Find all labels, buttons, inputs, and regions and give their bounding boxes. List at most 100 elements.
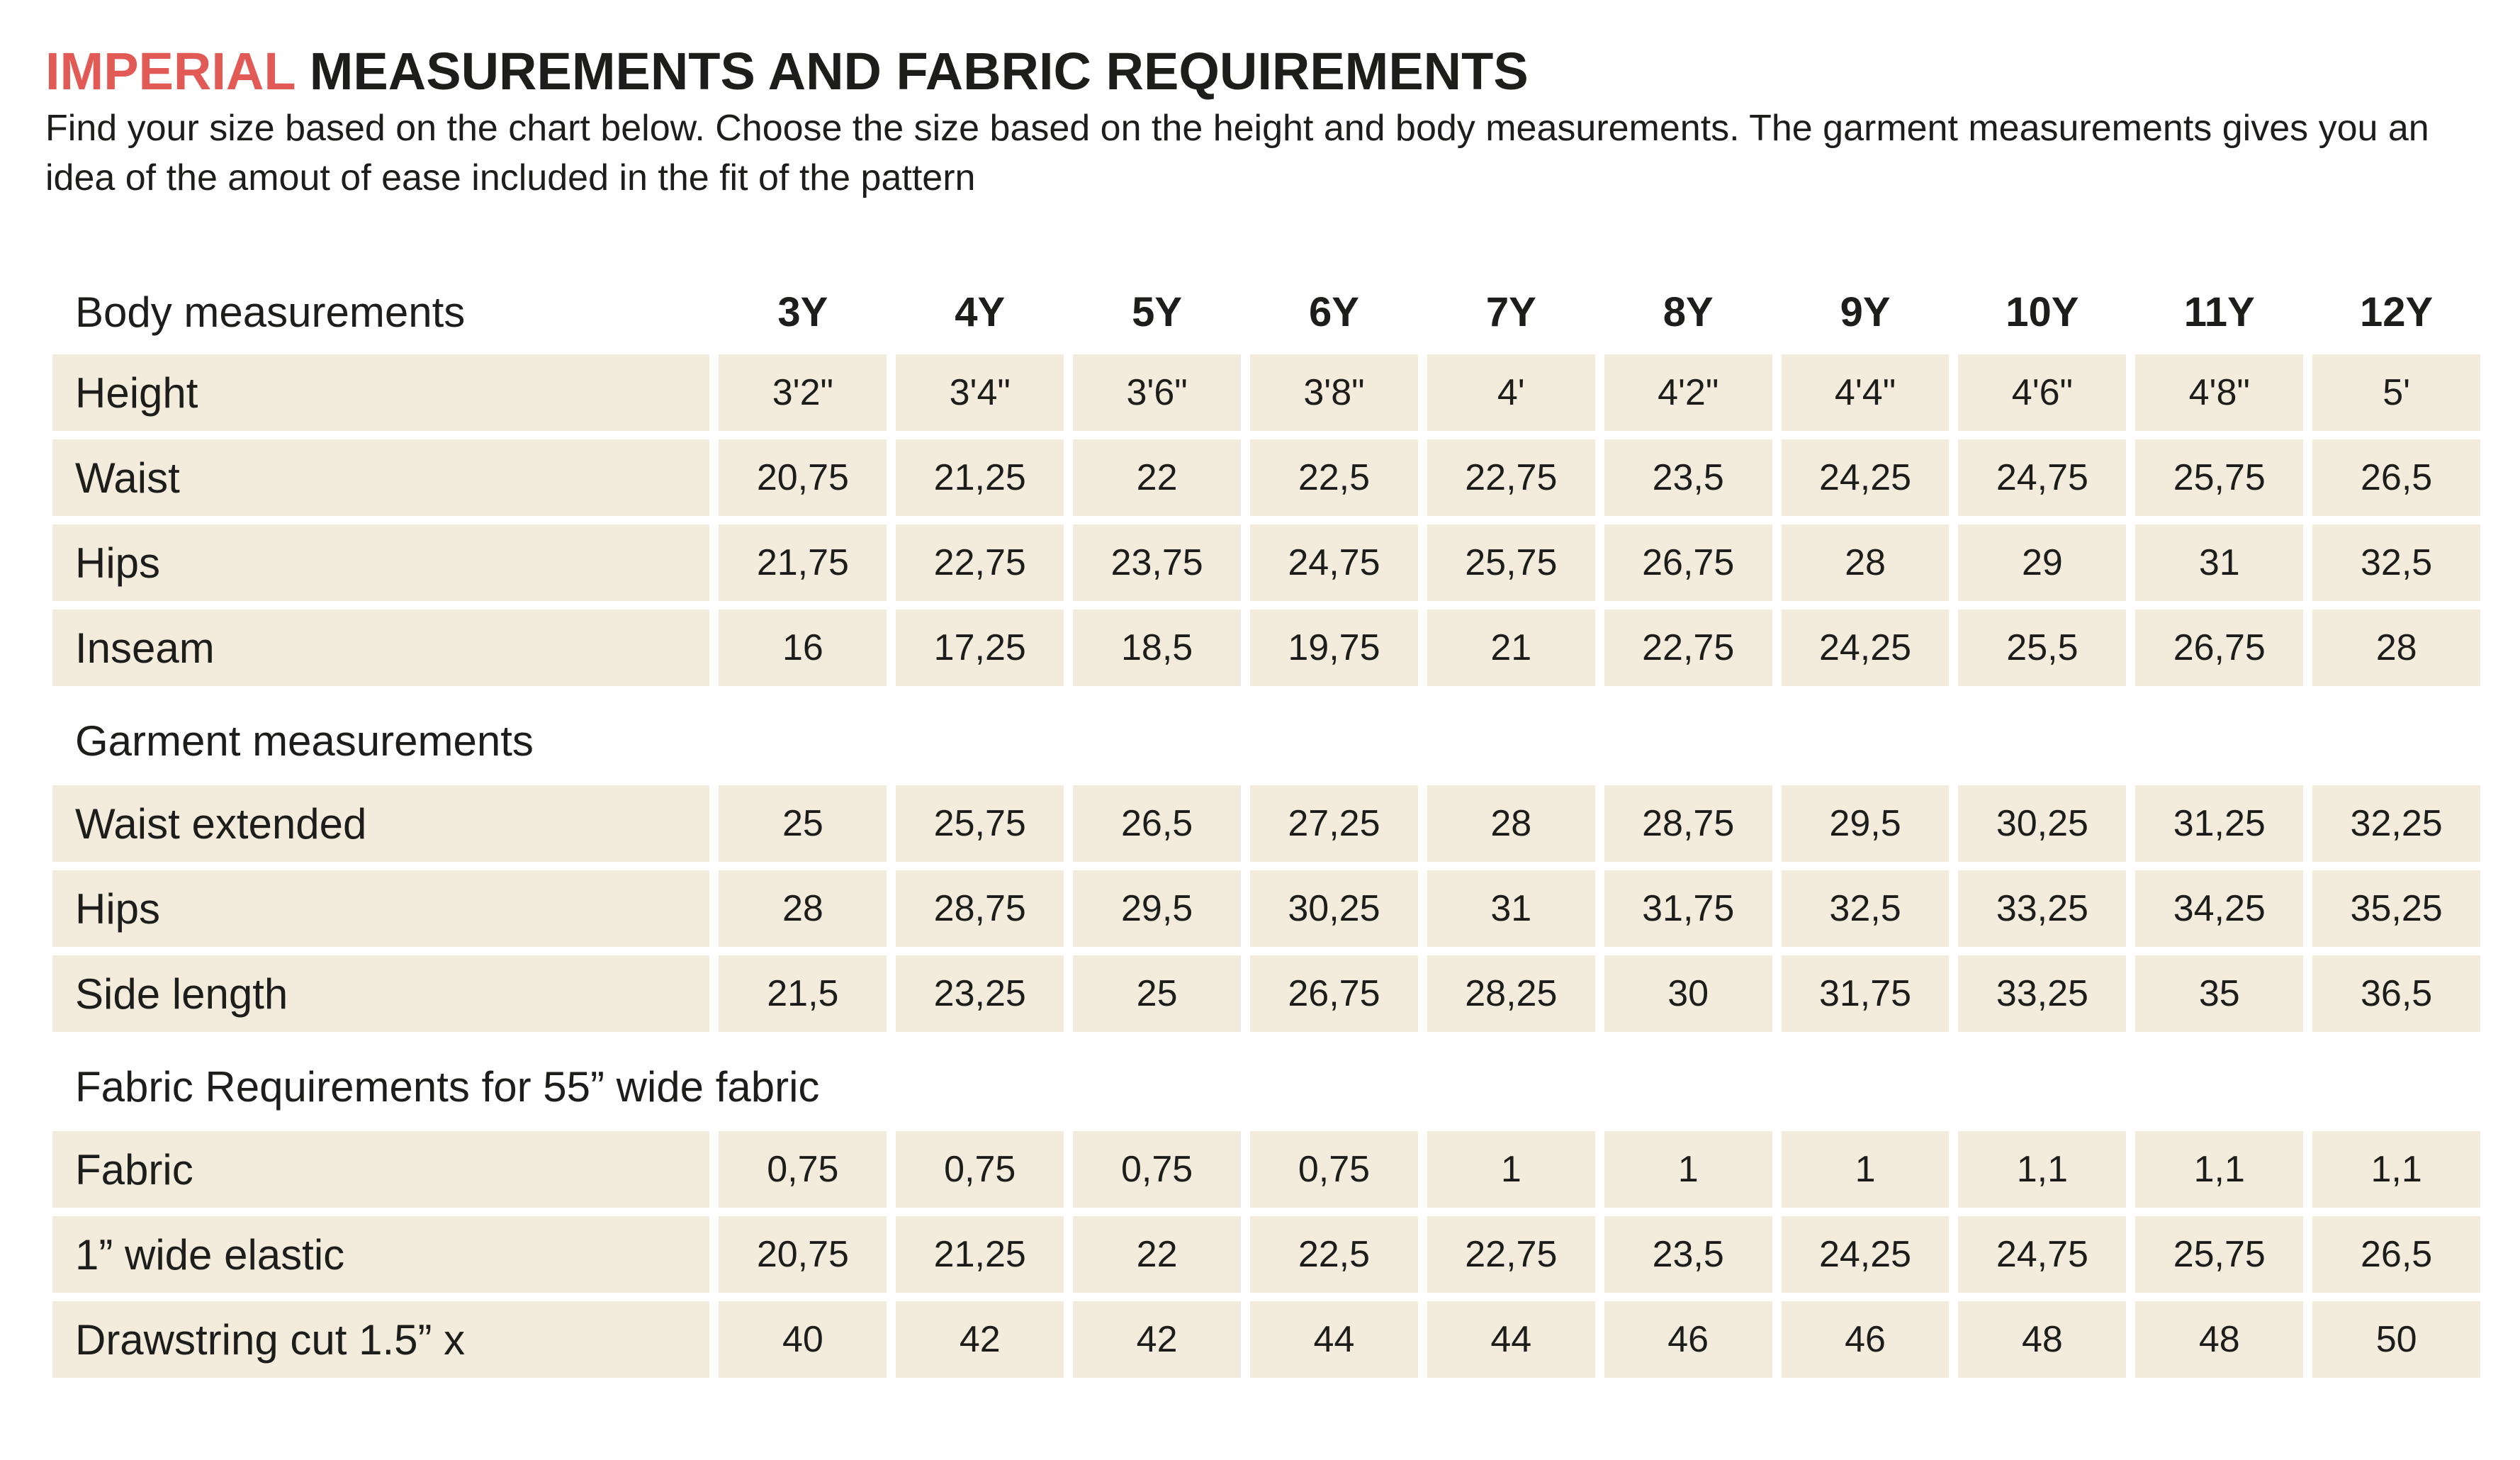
table-cell: 29,5 [1073,870,1242,947]
table-cell: 24,25 [1781,610,1950,686]
table-cell: 35,25 [2312,870,2481,947]
table-cell: 36,5 [2312,955,2481,1032]
table-cell: 1,1 [2312,1131,2481,1208]
size-header: 6Y [1308,288,1359,335]
table-cell: 28,75 [896,870,1064,947]
table-cell: 26,75 [2135,610,2304,686]
table-cell: 1 [1604,1131,1772,1208]
size-chart: Body measurements 3Y 4Y 5Y 6Y 7Y 8Y 9Y 1… [52,269,2481,1386]
table-row-side-length: Side length 21,5 23,25 25 26,75 28,25 30… [52,955,2481,1032]
table-cell: 1,1 [2135,1131,2304,1208]
table-cell: 32,5 [2312,524,2481,601]
table-cell: 46 [1604,1301,1772,1378]
table-cell: 23,75 [1073,524,1242,601]
table-cell: 25,5 [1958,610,2127,686]
table-row-garment-hips: Hips 28 28,75 29,5 30,25 31 31,75 32,5 3… [52,870,2481,947]
table-cell: 31 [2135,524,2304,601]
table-cell: 29,5 [1781,785,1950,862]
table-cell: 46 [1781,1301,1950,1378]
row-label: Side length [52,955,710,1032]
table-cell: 25 [1073,955,1242,1032]
table-cell: 21,25 [896,1216,1064,1293]
table-cell: 4'2" [1604,354,1772,431]
row-label: Waist extended [52,785,710,862]
table-cell: 23,5 [1604,439,1772,516]
table-cell: 31,75 [1604,870,1772,947]
table-row-waist: Waist 20,75 21,25 22 22,5 22,75 23,5 24,… [52,439,2481,516]
table-cell: 4'8" [2135,354,2304,431]
size-header: 7Y [1485,288,1536,335]
table-cell: 5' [2312,354,2481,431]
table-cell: 31,75 [1781,955,1950,1032]
table-cell: 26,75 [1250,955,1418,1032]
table-cell: 26,5 [2312,439,2481,516]
section-row-fabric: Fabric Requirements for 55” wide fabric [52,1042,2480,1131]
size-header: 4Y [955,288,1006,335]
table-cell: 1,1 [1958,1131,2127,1208]
table-cell: 50 [2312,1301,2481,1378]
table-cell: 24,75 [1958,439,2127,516]
table-cell: 48 [2135,1301,2304,1378]
table-cell: 17,25 [896,610,1064,686]
table-cell: 48 [1958,1301,2127,1378]
table-row-fabric: Fabric 0,75 0,75 0,75 0,75 1 1 1 1,1 1,1… [52,1131,2481,1208]
row-label: Fabric [52,1131,710,1208]
table-cell: 22 [1073,1216,1242,1293]
table-cell: 21,5 [719,955,887,1032]
table-cell: 28 [1781,524,1950,601]
table-cell: 26,5 [1073,785,1242,862]
table-cell: 29 [1958,524,2127,601]
table-cell: 25,75 [2135,1216,2304,1293]
table-cell: 22,75 [1604,610,1772,686]
table-cell: 4' [1427,354,1595,431]
table-cell: 24,75 [1250,524,1418,601]
row-label: Hips [52,524,710,601]
table-cell: 33,25 [1958,870,2127,947]
row-label: Inseam [52,610,710,686]
table-row-height: Height 3'2" 3'4" 3'6" 3'8" 4' 4'2" 4'4" … [52,354,2481,431]
table-cell: 19,75 [1250,610,1418,686]
table-cell: 30,25 [1958,785,2127,862]
intro-text: Find your size based on the chart below.… [45,108,2429,198]
section-label-fabric: Fabric Requirements for 55” wide fabric [75,1062,820,1111]
table-cell: 20,75 [719,1216,887,1293]
table-cell: 32,25 [2312,785,2481,862]
table-cell: 21,75 [719,524,887,601]
size-header: 10Y [2006,288,2079,335]
table-row-hips: Hips 21,75 22,75 23,75 24,75 25,75 26,75… [52,524,2481,601]
table-cell: 22,75 [1427,439,1595,516]
size-header: 3Y [777,288,828,335]
table-cell: 22,5 [1250,1216,1418,1293]
table-cell: 4'6" [1958,354,2127,431]
table-cell: 23,5 [1604,1216,1772,1293]
table-cell: 22,5 [1250,439,1418,516]
table-cell: 25,75 [896,785,1064,862]
table-cell: 30 [1604,955,1772,1032]
table-cell: 31,25 [2135,785,2304,862]
table-cell: 21,25 [896,439,1064,516]
table-row-inseam: Inseam 16 17,25 18,5 19,75 21 22,75 24,2… [52,610,2481,686]
size-header: 11Y [2183,288,2255,335]
table-cell: 0,75 [1073,1131,1242,1208]
row-label: Drawstring cut 1.5” x [52,1301,710,1378]
size-header-row: Body measurements 3Y 4Y 5Y 6Y 7Y 8Y 9Y 1… [52,269,2480,354]
table-cell: 28,25 [1427,955,1595,1032]
row-label: 1” wide elastic [52,1216,710,1293]
table-cell: 35 [2135,955,2304,1032]
table-cell: 31 [1427,870,1595,947]
table-cell: 18,5 [1073,610,1242,686]
row-label: Waist [52,439,710,516]
table-cell: 44 [1427,1301,1595,1378]
table-cell: 22 [1073,439,1242,516]
table-cell: 28 [719,870,887,947]
table-cell: 3'4" [896,354,1064,431]
table-cell: 28,75 [1604,785,1772,862]
table-cell: 22,75 [896,524,1064,601]
table-row-drawstring: Drawstring cut 1.5” x 40 42 42 44 44 46 … [52,1301,2481,1378]
size-header: 5Y [1132,288,1183,335]
title-accent: IMPERIAL [45,42,296,101]
size-header: 9Y [1840,288,1891,335]
table-cell: 23,25 [896,955,1064,1032]
table-cell: 34,25 [2135,870,2304,947]
table-cell: 22,75 [1427,1216,1595,1293]
